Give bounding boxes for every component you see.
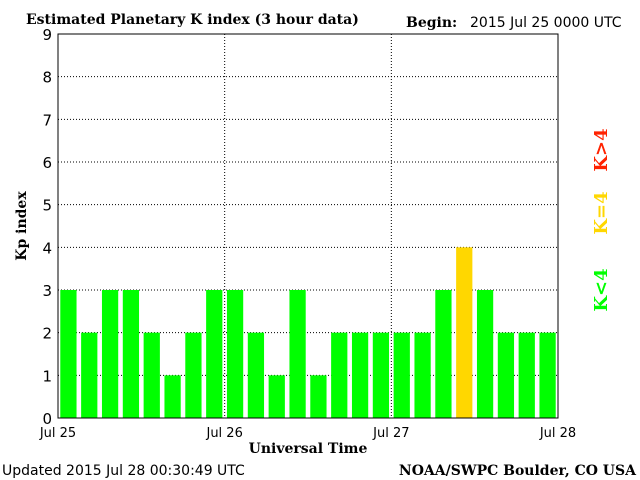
kp-bar xyxy=(456,247,473,418)
plot-background xyxy=(58,34,558,418)
x-tick-labels: Jul 25 Jul 26 Jul 27 Jul 28 xyxy=(39,426,576,441)
kp-bar xyxy=(518,332,535,418)
y-tick-label: 7 xyxy=(42,111,52,129)
kp-bar xyxy=(122,290,140,418)
kp-bar xyxy=(81,332,98,418)
kp-bar xyxy=(143,332,160,418)
chart-title: Estimated Planetary K index (3 hour data… xyxy=(26,12,359,28)
y-tick-label: 3 xyxy=(42,282,52,300)
kp-bar xyxy=(164,375,181,418)
kp-bar xyxy=(372,332,390,418)
y-tick-label: 1 xyxy=(42,367,52,385)
legend-k-less-4: K<4 xyxy=(591,268,612,311)
kp-bar xyxy=(393,332,410,418)
kp-bar xyxy=(351,332,369,418)
x-tick-label: Jul 27 xyxy=(372,426,409,441)
x-tick-label: Jul 26 xyxy=(205,426,242,441)
updated-timestamp: Updated 2015 Jul 28 00:30:49 UTC xyxy=(2,463,245,479)
y-tick-label: 5 xyxy=(42,197,52,215)
kp-bar xyxy=(268,375,285,418)
y-tick-labels: 0 1 2 3 4 5 6 7 8 9 xyxy=(42,26,52,428)
kp-bar xyxy=(226,290,244,418)
credit-text: NOAA/SWPC Boulder, CO USA xyxy=(399,463,637,479)
y-axis-label: Kp index xyxy=(14,191,30,261)
kp-bar xyxy=(247,332,265,418)
kp-bar xyxy=(435,290,452,418)
y-tick-label: 0 xyxy=(42,410,52,428)
kp-bar xyxy=(331,332,348,418)
x-tick-label: Jul 25 xyxy=(39,426,76,441)
kp-bar xyxy=(414,332,431,418)
legend: K<4 K=4 K>4 xyxy=(591,128,612,311)
bars xyxy=(60,247,556,418)
kp-bar xyxy=(60,290,77,418)
kp-bar xyxy=(497,332,515,418)
plot-area: 0 1 2 3 4 5 6 7 8 9 Jul 25 Jul 26 Jul 27 Jul 28 xyxy=(39,26,576,441)
kp-bar xyxy=(185,332,202,418)
legend-k-equal-4: K=4 xyxy=(591,191,612,234)
kp-bar xyxy=(101,290,119,418)
x-axis-label: Universal Time xyxy=(249,441,368,457)
y-tick-label: 6 xyxy=(42,154,52,172)
plot-border xyxy=(57,33,559,419)
begin-value: 2015 Jul 25 0000 UTC xyxy=(470,15,622,31)
kp-bar xyxy=(310,375,327,418)
x-tick-label: Jul 28 xyxy=(539,426,576,441)
kp-bar xyxy=(206,290,223,418)
legend-k-greater-4: K>4 xyxy=(591,128,612,171)
y-tick-label: 4 xyxy=(42,239,52,257)
y-tick-label: 8 xyxy=(42,69,52,87)
begin-label: Begin: xyxy=(406,15,457,31)
kp-bar xyxy=(476,290,494,418)
kp-bar xyxy=(289,290,306,418)
kp-bar xyxy=(539,332,556,418)
gridlines xyxy=(58,34,558,418)
y-tick-label: 9 xyxy=(42,26,52,44)
y-tick-label: 2 xyxy=(42,325,52,343)
